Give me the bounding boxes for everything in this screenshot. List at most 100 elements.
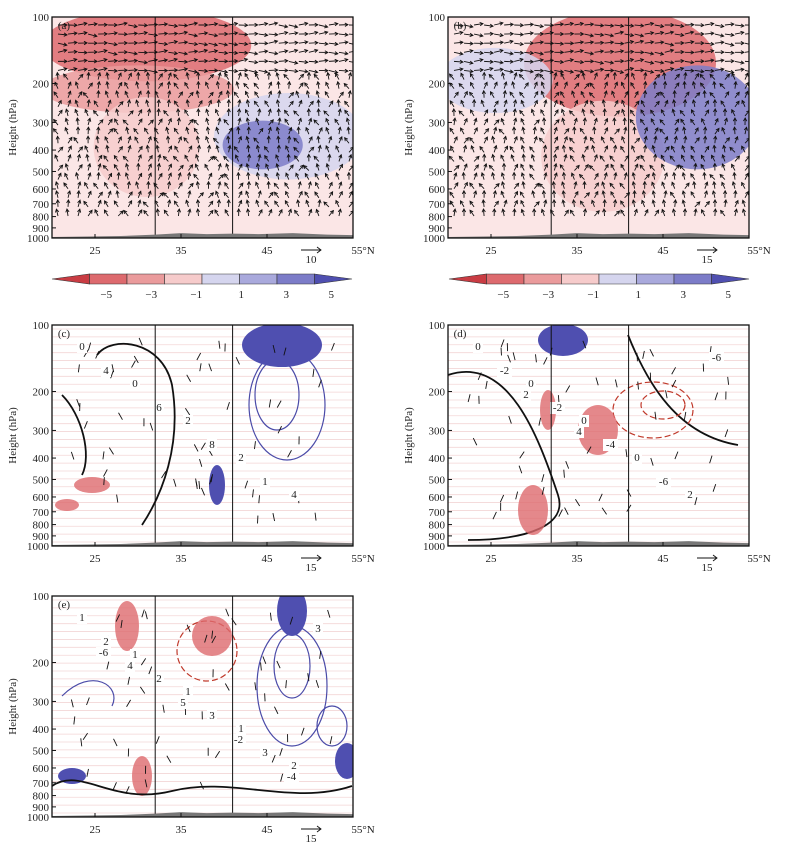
wind-vector-head bbox=[293, 146, 298, 151]
wind-vector bbox=[274, 706, 279, 715]
wind-vector-head bbox=[304, 69, 309, 74]
wind-vector-head bbox=[324, 30, 329, 35]
wind-vector bbox=[75, 100, 79, 108]
wind-vector-head bbox=[283, 73, 288, 79]
wind-vector bbox=[533, 82, 538, 89]
wind-vector bbox=[147, 72, 149, 80]
wind-vector bbox=[248, 154, 250, 162]
wind-vector-head bbox=[539, 24, 545, 29]
wind-vector bbox=[308, 101, 314, 108]
wind-vector bbox=[254, 91, 260, 99]
wind-vector-head bbox=[187, 171, 192, 177]
wind-vector bbox=[704, 42, 714, 45]
wind-vector bbox=[553, 163, 557, 171]
wind-vector-head bbox=[276, 80, 281, 86]
wind-vector-head bbox=[67, 153, 72, 159]
wind-vector-head bbox=[209, 91, 214, 96]
wind-vector bbox=[724, 137, 730, 144]
wind-vector bbox=[264, 100, 270, 108]
wind-vector-head bbox=[264, 32, 269, 37]
wind-vector-head bbox=[513, 99, 518, 104]
wind-vector bbox=[113, 155, 119, 162]
wind-vector-head bbox=[691, 80, 696, 86]
wind-vector bbox=[714, 33, 724, 37]
wind-vector-head bbox=[460, 99, 465, 104]
wind-vector-head bbox=[520, 99, 525, 104]
panel-a: (a)1002003004005006007008009001000Height… bbox=[7, 12, 375, 266]
y-tick-label: 100 bbox=[429, 12, 446, 24]
wind-vector bbox=[654, 136, 657, 144]
wind-vector-head bbox=[741, 199, 746, 204]
wind-vector-head bbox=[188, 145, 193, 150]
wind-vector bbox=[534, 41, 544, 44]
wind-vector-head bbox=[643, 71, 648, 77]
wind-vector-head bbox=[723, 189, 728, 195]
wind-vector-head bbox=[620, 81, 625, 86]
wind-vector-head bbox=[297, 180, 302, 186]
wind-vector bbox=[328, 42, 338, 45]
wind-vector bbox=[449, 100, 455, 108]
wind-vector bbox=[97, 81, 100, 89]
wind-vector bbox=[694, 92, 701, 99]
wind-vector-head bbox=[337, 208, 342, 213]
wind-vector-head bbox=[217, 117, 222, 122]
wind-vector bbox=[664, 136, 668, 144]
wind-vector bbox=[661, 209, 666, 217]
ref-vector-label: 15 bbox=[306, 562, 318, 574]
wind-vector bbox=[553, 190, 555, 198]
wind-vector bbox=[56, 72, 59, 80]
wind-vector bbox=[541, 82, 545, 89]
wind-vector-head bbox=[515, 182, 520, 187]
wind-vector bbox=[654, 209, 659, 217]
wind-vector-head bbox=[308, 117, 313, 122]
wind-vector bbox=[557, 395, 560, 404]
wind-vector-head bbox=[323, 110, 328, 115]
wind-vector-head bbox=[167, 72, 172, 77]
wind-vector bbox=[683, 127, 686, 135]
contour-label-bg bbox=[656, 476, 671, 488]
wind-vector-head bbox=[104, 181, 108, 187]
wind-vector-head bbox=[732, 117, 738, 122]
wind-vector bbox=[128, 51, 138, 55]
wind-vector bbox=[711, 155, 716, 162]
wind-vector bbox=[524, 23, 534, 26]
wind-vector-head bbox=[615, 128, 620, 133]
wind-vector bbox=[621, 136, 626, 144]
x-tick-label: 25 bbox=[90, 824, 102, 836]
wind-vector bbox=[293, 110, 300, 117]
wind-vector-head bbox=[513, 117, 518, 122]
wind-vector bbox=[463, 50, 473, 53]
wind-vector-head bbox=[746, 164, 749, 169]
wind-vector-head bbox=[335, 72, 339, 77]
wind-vector-head bbox=[710, 41, 715, 46]
wind-vector-head bbox=[611, 90, 616, 95]
wind-vector bbox=[317, 81, 320, 89]
wind-vector bbox=[463, 60, 473, 64]
wind-vector-head bbox=[531, 190, 536, 195]
wind-vector-head bbox=[660, 91, 664, 96]
wind-vector bbox=[204, 164, 209, 171]
colorbar-tick-label: 1 bbox=[636, 289, 642, 301]
wind-vector bbox=[654, 24, 664, 28]
wind-vector-head bbox=[634, 90, 639, 96]
contour-label: -2 bbox=[553, 402, 562, 414]
wind-vector bbox=[509, 91, 515, 99]
wind-vector bbox=[218, 42, 228, 46]
wind-vector bbox=[143, 210, 149, 217]
wind-vector bbox=[188, 164, 193, 171]
wind-vector bbox=[106, 661, 110, 670]
wind-vector bbox=[137, 109, 143, 117]
wind-vector-head bbox=[569, 69, 575, 74]
wind-vector-head bbox=[600, 23, 605, 28]
wind-vector bbox=[178, 165, 184, 171]
wind-vector-head bbox=[284, 49, 289, 54]
wind-vector-head bbox=[254, 51, 259, 56]
wind-vector bbox=[660, 91, 666, 99]
wind-vector-head bbox=[469, 91, 474, 96]
wind-vector bbox=[603, 208, 605, 217]
wind-vector-head bbox=[650, 40, 655, 45]
wind-vector bbox=[304, 173, 310, 180]
wind-vector bbox=[470, 82, 475, 89]
wind-vector-head bbox=[334, 41, 339, 46]
wind-vector bbox=[57, 109, 63, 117]
